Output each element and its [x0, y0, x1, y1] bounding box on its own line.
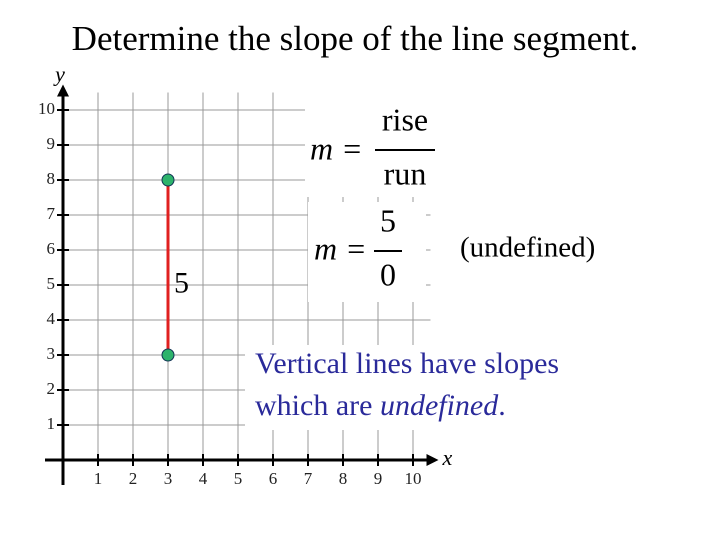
- statement-text: which are: [255, 389, 380, 422]
- y-tick-label: 2: [47, 379, 56, 398]
- x-tick-label: 3: [164, 469, 173, 488]
- x-arrow: [426, 454, 439, 466]
- formula-lhs: m =: [310, 130, 363, 166]
- y-tick-label: 10: [38, 99, 55, 118]
- x-tick-label: 6: [269, 469, 278, 488]
- statement-emphasis: undefined: [380, 389, 499, 422]
- chart-title: Determine the slope of the line segment.: [72, 19, 639, 58]
- x-tick-label: 5: [234, 469, 243, 488]
- statement-line: which are undefined.: [255, 389, 506, 422]
- formula-denominator: 0: [380, 256, 396, 292]
- y-axis-label: y: [53, 62, 65, 87]
- statement-line: Vertical lines have slopes: [255, 347, 559, 380]
- y-tick-label: 9: [47, 134, 56, 153]
- x-tick-label: 8: [339, 469, 348, 488]
- endpoint: [161, 173, 175, 187]
- endpoint: [161, 348, 175, 362]
- y-tick-label: 6: [47, 239, 56, 258]
- x-tick-label: 9: [374, 469, 383, 488]
- y-tick-label: 1: [47, 414, 56, 433]
- y-tick-label: 4: [47, 309, 56, 328]
- y-tick-label: 3: [47, 344, 56, 363]
- y-tick-label: 7: [47, 204, 56, 223]
- formula-lhs: m =: [314, 230, 367, 266]
- x-tick-label: 10: [405, 469, 422, 488]
- formula-numerator: rise: [382, 101, 428, 137]
- formula-backdrop: [305, 85, 445, 197]
- x-tick-label: 1: [94, 469, 103, 488]
- undefined-note: (undefined): [460, 232, 595, 264]
- formula-numerator: 5: [380, 202, 396, 238]
- formula-backdrop: [308, 202, 426, 302]
- rise-label: 5: [174, 266, 189, 299]
- x-axis-label: x: [442, 445, 453, 470]
- x-tick-label: 4: [199, 469, 208, 488]
- x-tick-label: 7: [304, 469, 313, 488]
- x-tick-label: 2: [129, 469, 138, 488]
- y-tick-label: 5: [47, 274, 56, 293]
- statement-backdrop: [245, 345, 635, 430]
- statement-text: .: [498, 389, 506, 422]
- y-tick-label: 8: [47, 169, 56, 188]
- y-arrow: [57, 84, 69, 97]
- formula-denominator: run: [384, 155, 427, 191]
